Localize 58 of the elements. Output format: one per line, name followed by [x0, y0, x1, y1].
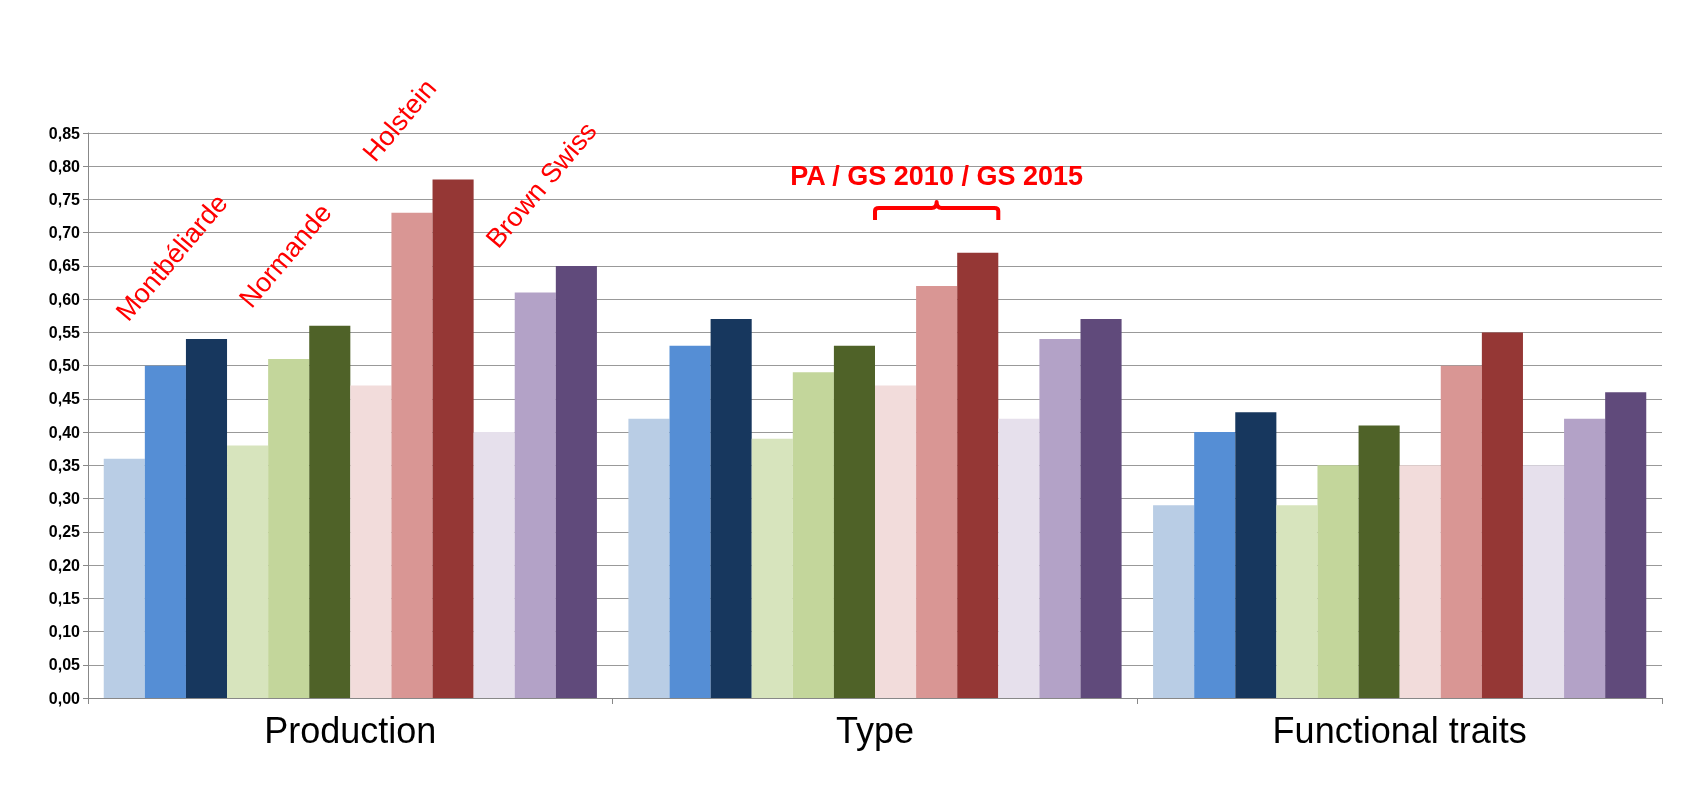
bar: [1317, 465, 1359, 698]
bar: [1522, 465, 1565, 698]
y-tick-label: 0,80: [48, 157, 81, 175]
x-tick-label: Type: [835, 709, 915, 751]
bar: [309, 325, 351, 698]
y-tick-label: 0,85: [48, 124, 81, 142]
bar: [350, 385, 392, 698]
bar: [833, 345, 875, 698]
y-tick-label: 0,65: [48, 257, 81, 275]
bar: [514, 292, 556, 698]
bar: [473, 432, 515, 698]
y-tick-label: 0,45: [48, 390, 81, 408]
x-tick-label: Production: [264, 709, 437, 751]
bar: [185, 339, 228, 698]
y-tick-label: 0,40: [48, 423, 81, 441]
y-tick-label: 0,05: [48, 656, 81, 674]
bar: [144, 365, 186, 698]
bar: [391, 212, 433, 698]
bar: [268, 359, 310, 698]
x-tick-label: Functional traits: [1272, 709, 1527, 751]
bar: [1440, 365, 1482, 698]
y-tick-label: 0,55: [48, 323, 81, 341]
y-tick-label: 0,70: [48, 224, 81, 242]
y-tick-label: 0,30: [48, 490, 81, 508]
bar: [1276, 505, 1318, 698]
y-tick-label: 0,35: [48, 456, 81, 474]
y-tick-label: 0,00: [48, 689, 81, 707]
bar: [957, 252, 999, 698]
annotation: PA / GS 2010 / GS 2015: [790, 160, 1083, 191]
y-tick-label: 0,60: [48, 290, 81, 308]
bar: [998, 418, 1040, 698]
bar: [628, 418, 670, 698]
bar: [1605, 392, 1647, 698]
bar: [1153, 505, 1195, 698]
bar: [751, 438, 793, 698]
y-tick-label: 0,50: [48, 357, 81, 375]
bar: [669, 345, 711, 698]
bar: [555, 265, 597, 698]
bar: [710, 319, 752, 698]
bar: [1235, 412, 1277, 698]
bar: [792, 372, 834, 698]
bar: [1358, 425, 1400, 698]
y-tick-label: 0,20: [48, 556, 81, 574]
bar: [875, 385, 917, 698]
y-tick-label: 0,25: [48, 523, 81, 541]
y-tick-label: 0,15: [48, 589, 81, 607]
bar: [103, 458, 145, 698]
bar: [432, 179, 474, 698]
bar: [1039, 339, 1081, 698]
bar: [1481, 332, 1523, 698]
y-tick-label: 0,10: [48, 623, 81, 641]
bar: [1080, 319, 1122, 698]
bar: [227, 445, 269, 698]
bar: [916, 285, 958, 698]
bar: [1564, 418, 1606, 698]
y-tick-label: 0,75: [48, 190, 81, 208]
bar: [1399, 465, 1441, 698]
bar: [1194, 432, 1236, 698]
